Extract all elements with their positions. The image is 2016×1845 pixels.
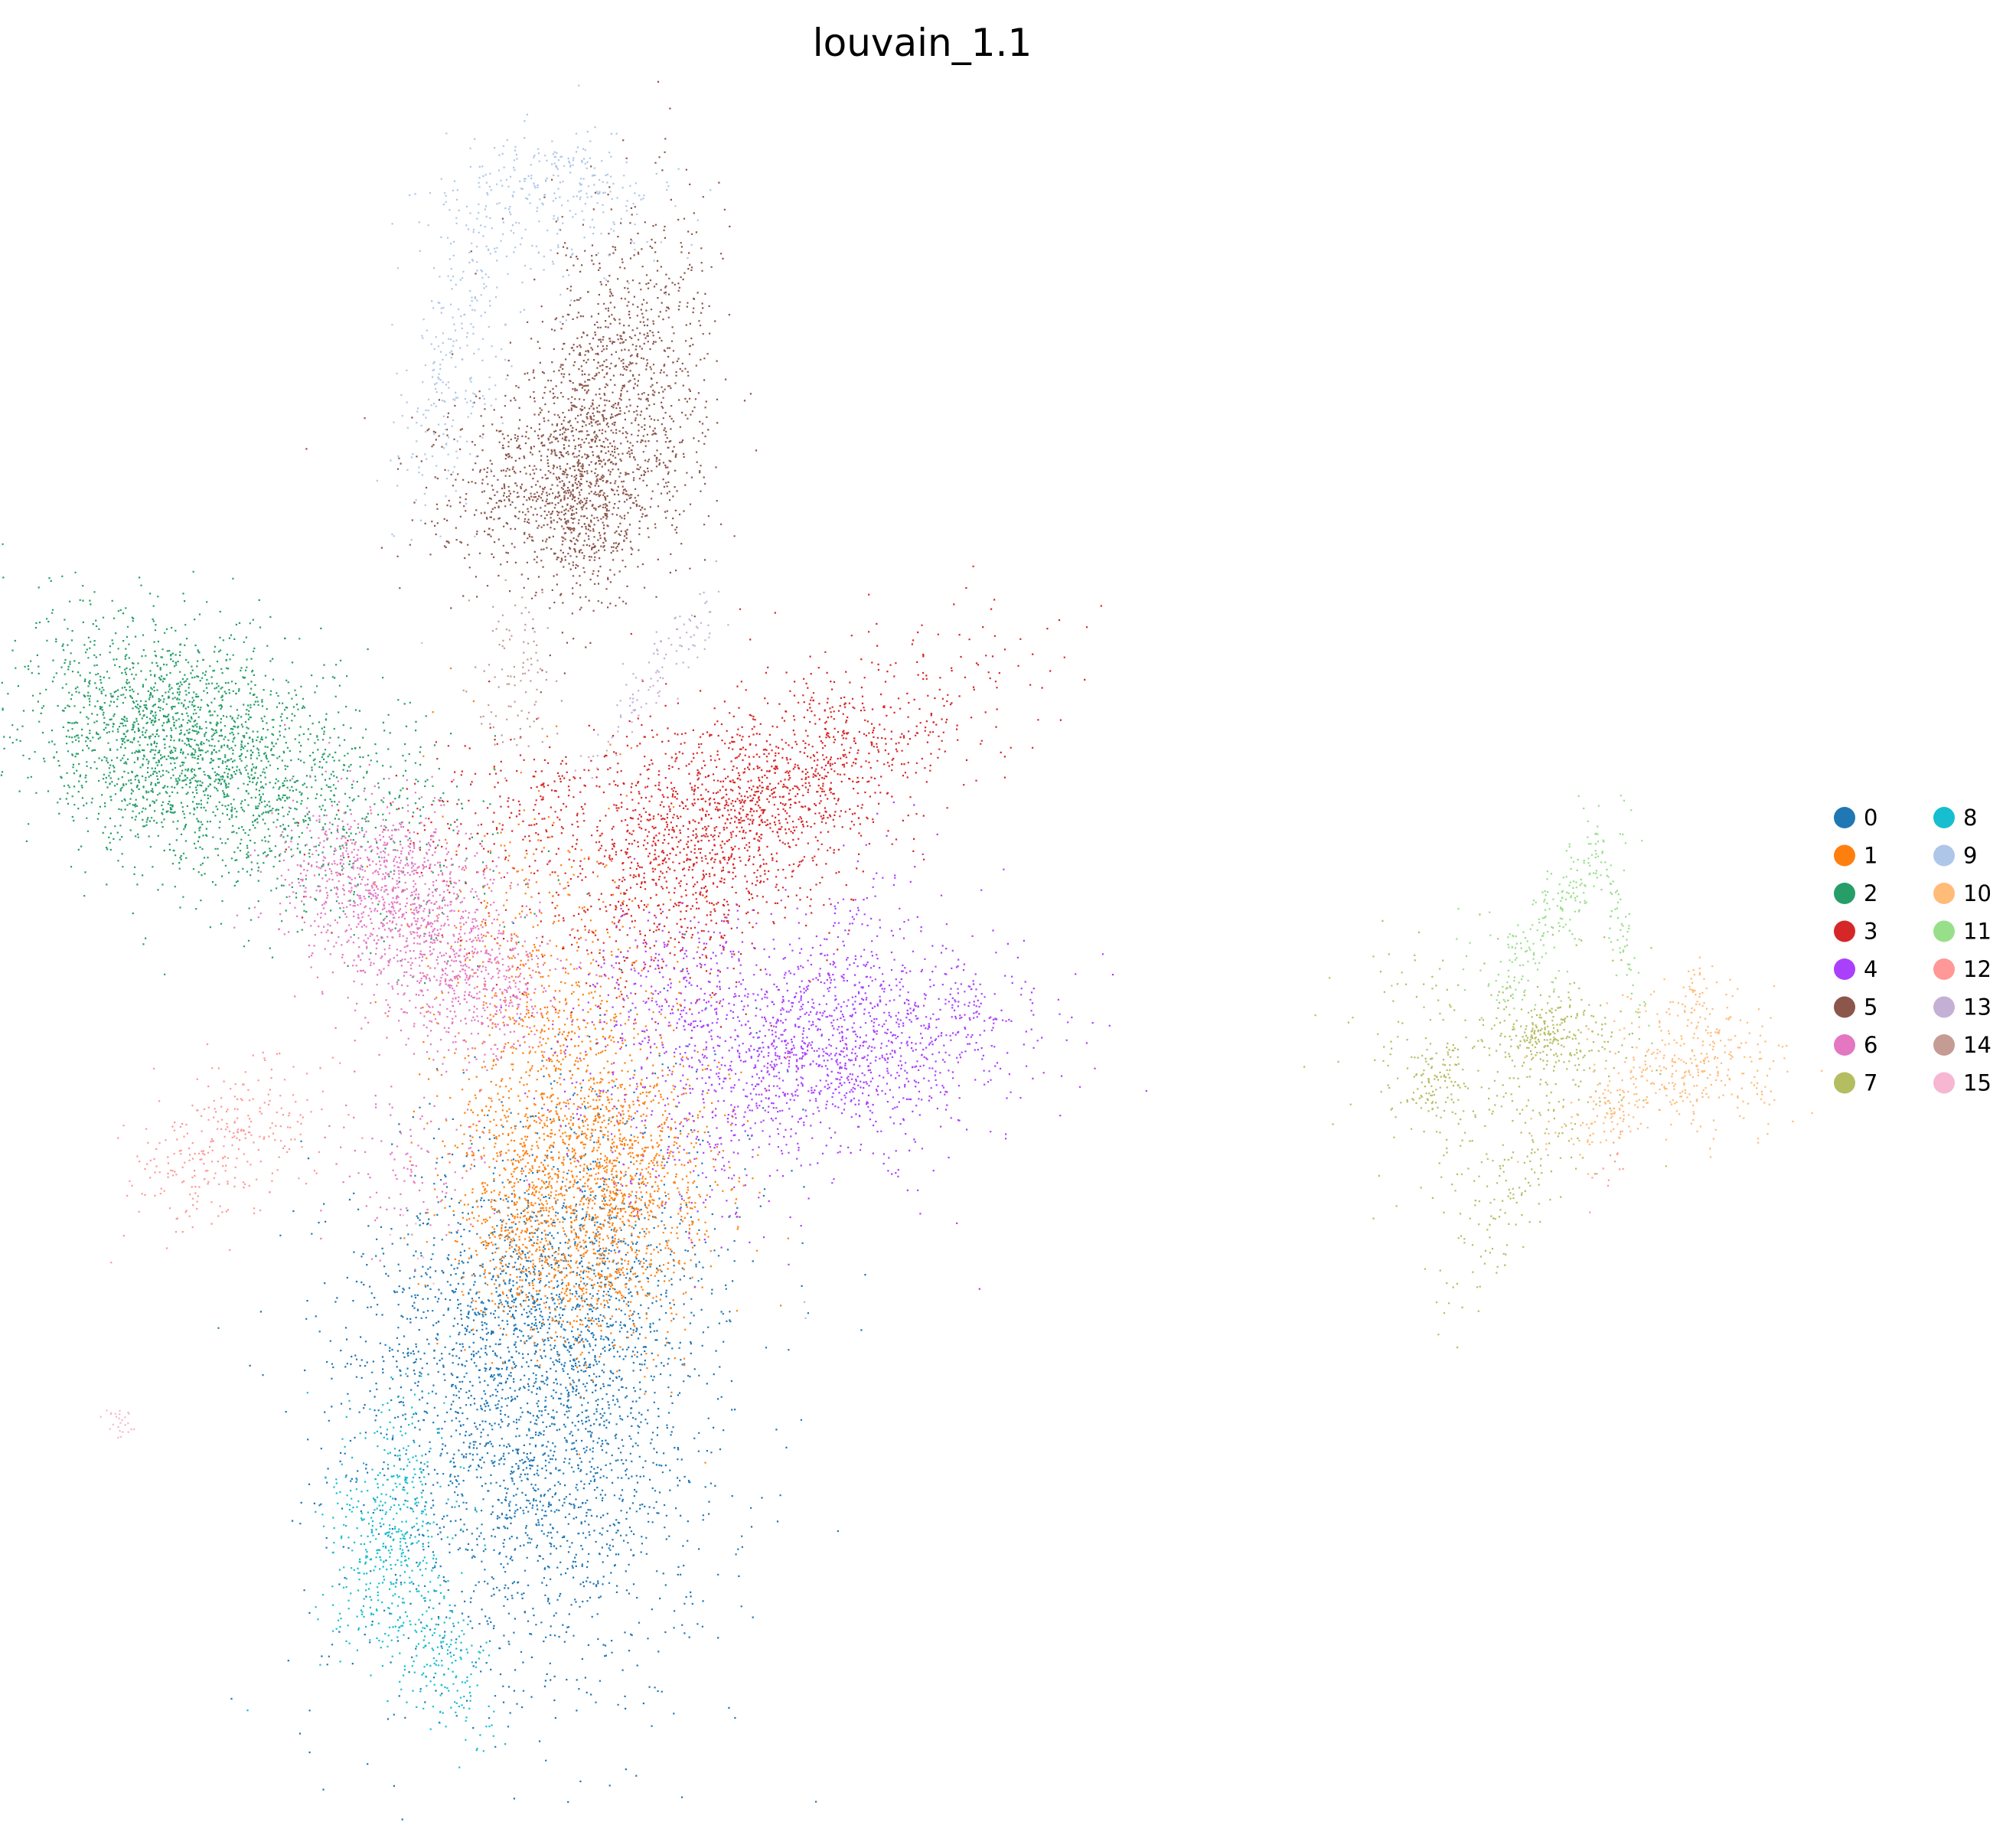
legend-label-2: 2 <box>1864 880 1877 906</box>
legend-label-4: 4 <box>1864 956 1877 982</box>
legend-label-5: 5 <box>1864 994 1877 1020</box>
legend-label-13: 13 <box>1963 994 1992 1020</box>
legend-marker-5 <box>1834 996 1855 1018</box>
legend-label-10: 10 <box>1963 880 1992 906</box>
legend-item-7: 7 <box>1834 1070 1877 1096</box>
legend-item-1: 1 <box>1834 843 1877 869</box>
legend-label-3: 3 <box>1864 919 1877 945</box>
chart-title: louvain_1.1 <box>813 21 1032 65</box>
cluster-3-markers <box>285 565 1102 1044</box>
legend-item-2: 2 <box>1834 880 1877 906</box>
legend-marker-1 <box>1834 844 1855 867</box>
cluster-3-points <box>285 565 1102 1044</box>
legend-item-10: 10 <box>1933 880 1992 906</box>
legend-marker-4 <box>1834 958 1855 980</box>
legend-item-9: 9 <box>1933 843 1977 869</box>
scatter-points-layer <box>0 80 1823 1821</box>
legend-marker-9 <box>1933 844 1955 867</box>
legend-label-12: 12 <box>1963 956 1992 982</box>
legend-item-0: 0 <box>1834 805 1877 831</box>
legend-marker-8 <box>1933 807 1955 828</box>
legend-marker-10 <box>1933 883 1955 904</box>
legend-label-6: 6 <box>1864 1032 1877 1058</box>
legend-label-9: 9 <box>1963 843 1977 869</box>
legend-item-11: 11 <box>1933 919 1992 945</box>
legend-marker-6 <box>1834 1034 1855 1056</box>
legend-item-4: 4 <box>1834 956 1877 982</box>
legend-marker-11 <box>1933 920 1955 942</box>
legend-marker-14 <box>1933 1034 1955 1056</box>
legend-label-11: 11 <box>1963 919 1992 945</box>
legend-marker-0 <box>1834 807 1855 828</box>
legend-marker-13 <box>1933 996 1955 1018</box>
legend-item-3: 3 <box>1834 919 1877 945</box>
legend-label-15: 15 <box>1963 1070 1992 1096</box>
legend-item-8: 8 <box>1933 805 1977 831</box>
legend-item-5: 5 <box>1834 994 1877 1020</box>
legend-marker-15 <box>1933 1072 1955 1094</box>
legend-item-12: 12 <box>1933 956 1992 982</box>
legend-marker-3 <box>1834 920 1855 942</box>
legend-item-14: 14 <box>1933 1032 1992 1058</box>
legend-label-8: 8 <box>1963 805 1977 831</box>
legend-marker-7 <box>1834 1072 1855 1094</box>
legend-marker-2 <box>1834 883 1855 904</box>
legend-label-0: 0 <box>1864 805 1877 831</box>
legend-item-15: 15 <box>1933 1070 1992 1096</box>
cluster-8-markers <box>246 1335 507 1768</box>
legend-label-1: 1 <box>1864 843 1877 869</box>
legend-label-7: 7 <box>1864 1070 1877 1096</box>
legend-item-13: 13 <box>1933 994 1992 1020</box>
legend-item-6: 6 <box>1834 1032 1877 1058</box>
legend-label-14: 14 <box>1963 1032 1992 1058</box>
cluster-8-points <box>246 1335 507 1768</box>
legend-marker-12 <box>1933 958 1955 980</box>
